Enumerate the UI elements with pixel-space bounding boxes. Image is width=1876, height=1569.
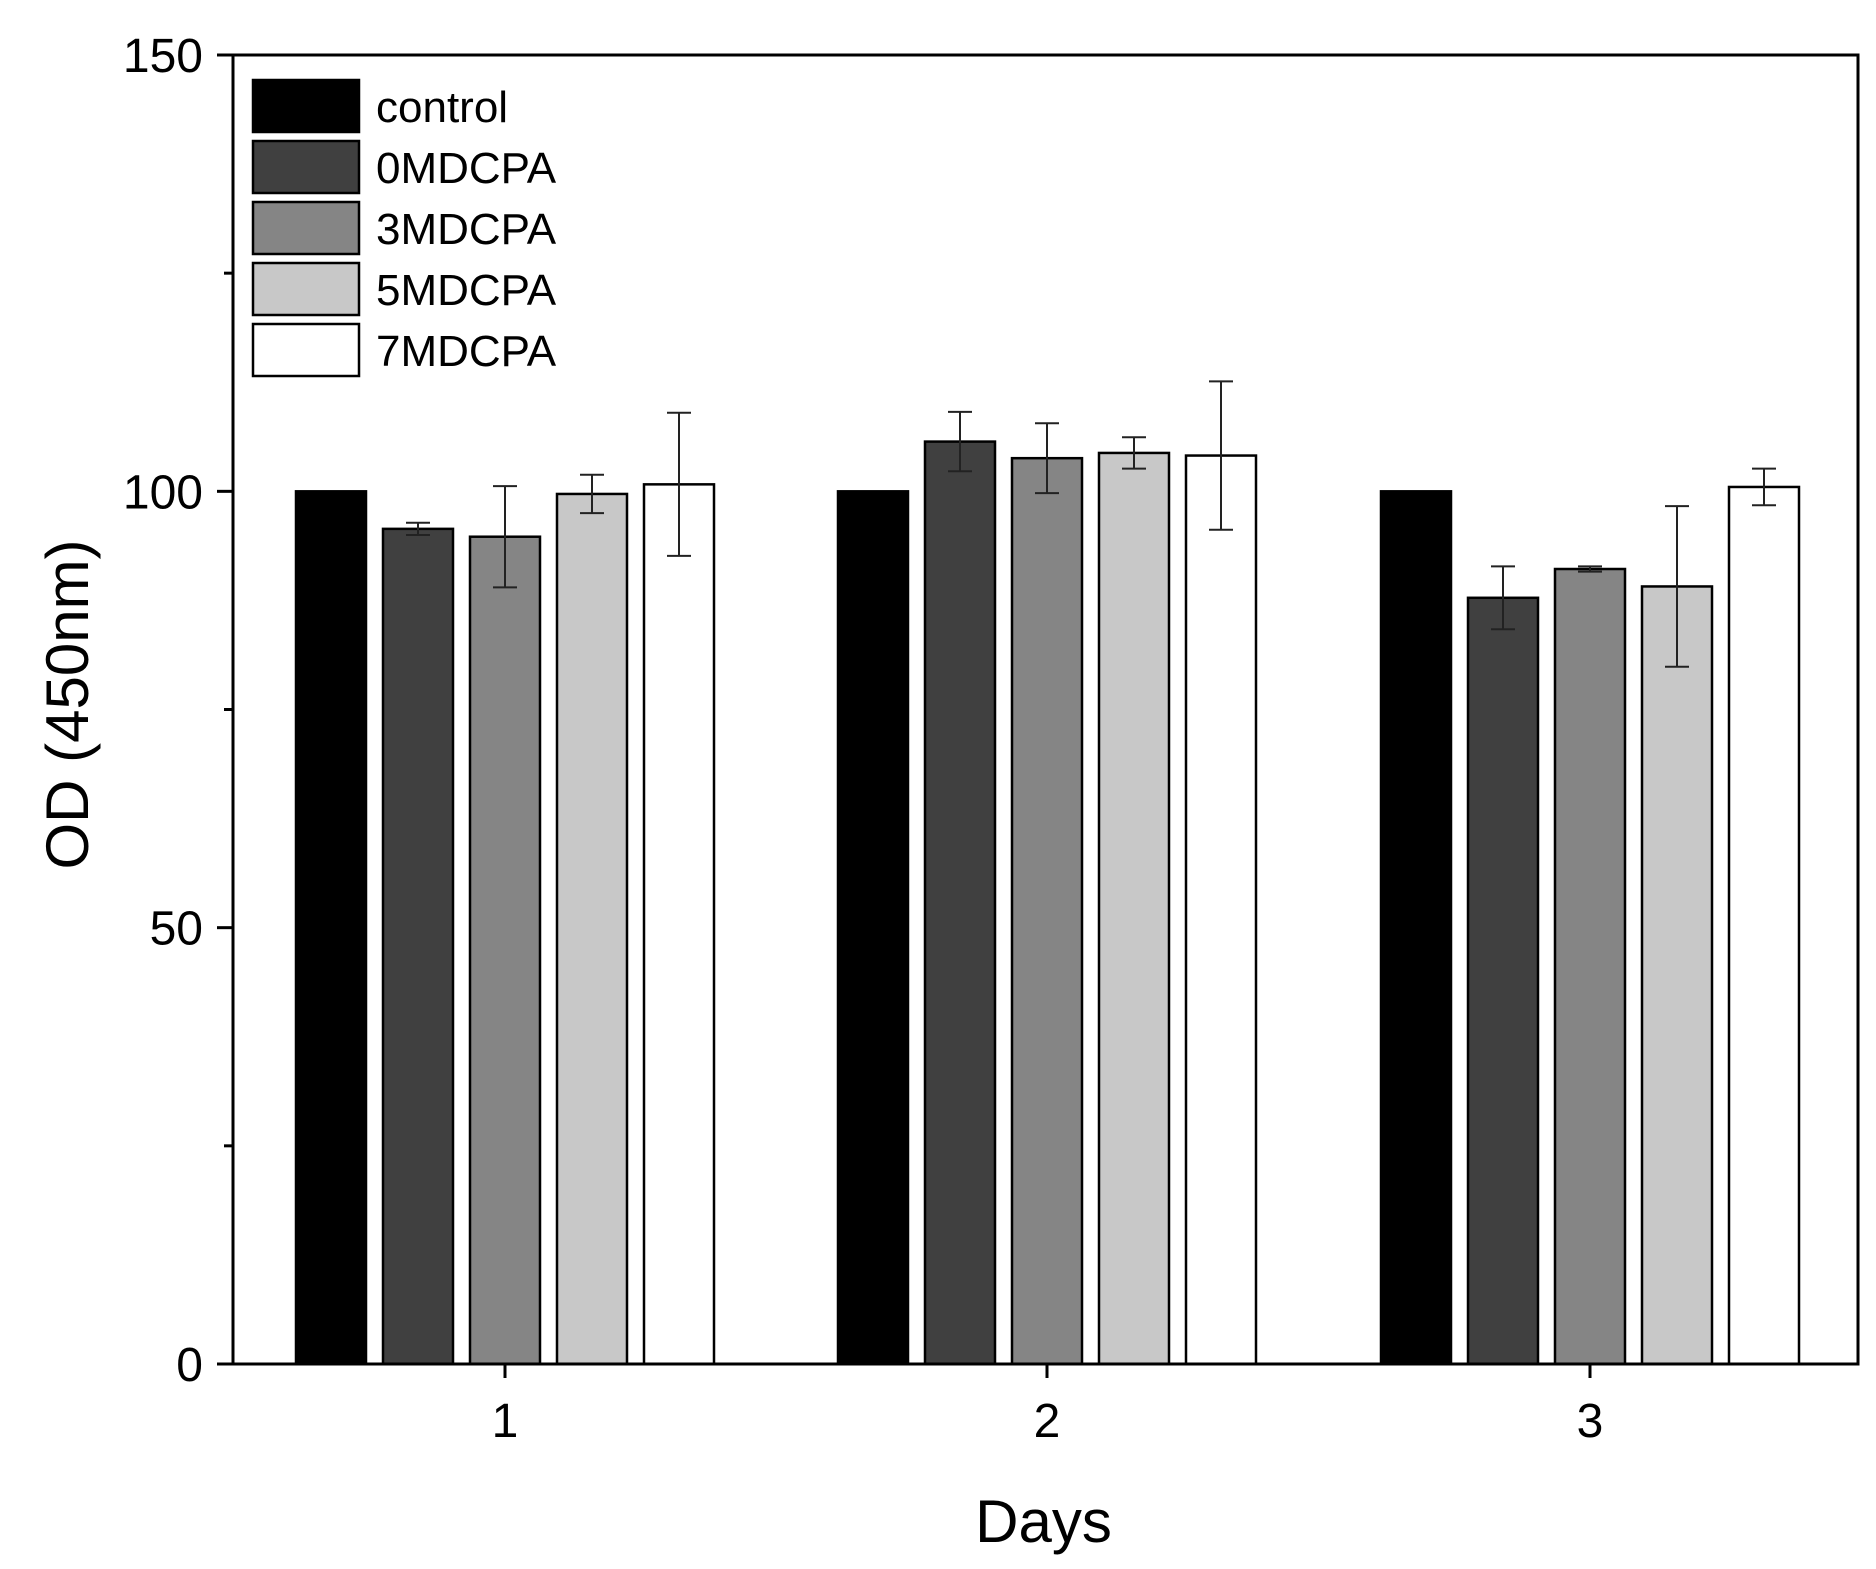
- error-bar-5MDCPA-day-3: [1665, 505, 1689, 668]
- x-tick-label: 1: [492, 1395, 519, 1448]
- error-bar-0MDCPA-day-2: [948, 410, 972, 473]
- bar-7MDCPA-day-3: [1727, 485, 1801, 1366]
- bar-0MDCPA-day-3: [1466, 596, 1540, 1366]
- x-tick-label: 2: [1034, 1395, 1061, 1448]
- legend-label: 0MDCPA: [376, 144, 557, 193]
- error-bar-0MDCPA-day-1: [406, 521, 430, 536]
- legend-item-0MDCPA: 0MDCPA: [251, 139, 557, 195]
- error-bar-3MDCPA-day-1: [493, 485, 517, 589]
- legend-label: 5MDCPA: [376, 266, 557, 315]
- bar-3MDCPA-day-3: [1553, 567, 1627, 1366]
- legend-swatch: [251, 78, 361, 134]
- error-bar-3MDCPA-day-3: [1578, 565, 1602, 573]
- bar-5MDCPA-day-3: [1640, 585, 1714, 1366]
- legend-label: 3MDCPA: [376, 205, 557, 254]
- error-bar-5MDCPA-day-1: [580, 473, 604, 515]
- x-axis-title: Days: [975, 1488, 1112, 1555]
- bar-5MDCPA-day-2: [1097, 451, 1171, 1366]
- x-tick-label: 3: [1577, 1395, 1604, 1448]
- legend-swatch: [251, 139, 361, 195]
- bars-layer: [294, 440, 1801, 1366]
- error-bars-layer: [406, 380, 1776, 668]
- y-axis-title: OD (450nm): [34, 539, 101, 869]
- bar-7MDCPA-day-2: [1184, 454, 1258, 1366]
- x-axis-ticks: 1 2 3: [492, 1364, 1604, 1448]
- bar-control-day-3: [1379, 490, 1453, 1366]
- y-tick-label: 50: [150, 903, 203, 956]
- legend-item-control: control: [251, 78, 508, 134]
- legend-swatch: [251, 322, 361, 378]
- error-bar-0MDCPA-day-3: [1491, 565, 1515, 631]
- legend-item-7MDCPA: 7MDCPA: [251, 322, 557, 378]
- bar-control-day-2: [836, 490, 910, 1366]
- error-bar-5MDCPA-day-2: [1122, 436, 1146, 470]
- bar-5MDCPA-day-1: [555, 492, 629, 1366]
- bar-control-day-1: [294, 490, 368, 1366]
- bar-3MDCPA-day-2: [1010, 456, 1084, 1366]
- bar-0MDCPA-day-2: [923, 440, 997, 1366]
- legend-item-3MDCPA: 3MDCPA: [251, 200, 557, 256]
- bar-7MDCPA-day-1: [642, 483, 716, 1366]
- legend-label: control: [376, 83, 508, 132]
- y-tick-label: 100: [123, 466, 203, 519]
- legend: control 0MDCPA 3MDCPA 5MDCPA 7MDCPA: [251, 78, 557, 378]
- bar-3MDCPA-day-1: [468, 535, 542, 1366]
- legend-swatch: [251, 261, 361, 317]
- bar-0MDCPA-day-1: [381, 527, 455, 1366]
- error-bar-3MDCPA-day-2: [1035, 422, 1059, 495]
- legend-swatch: [251, 200, 361, 256]
- error-bar-7MDCPA-day-2: [1209, 380, 1233, 531]
- y-axis-ticks: 0 50 100 150: [123, 30, 233, 1392]
- y-tick-label: 150: [123, 30, 203, 83]
- legend-label: 7MDCPA: [376, 327, 557, 376]
- legend-item-5MDCPA: 5MDCPA: [251, 261, 557, 317]
- y-tick-label: 0: [176, 1339, 203, 1392]
- error-bar-7MDCPA-day-3: [1752, 467, 1776, 507]
- error-bar-7MDCPA-day-1: [667, 411, 691, 557]
